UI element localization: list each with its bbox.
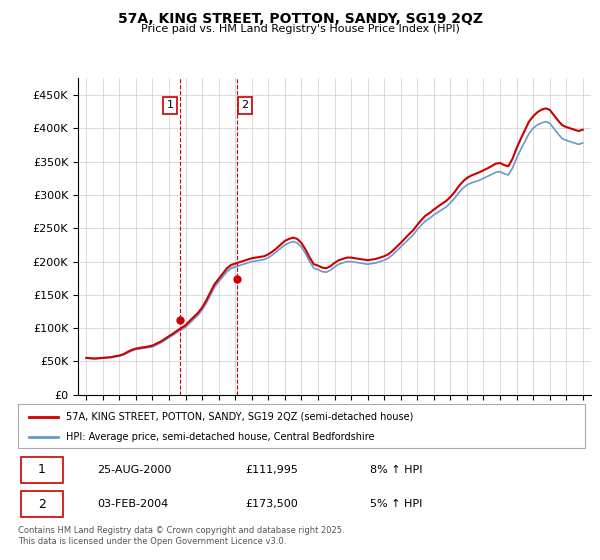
Text: Price paid vs. HM Land Registry's House Price Index (HPI): Price paid vs. HM Land Registry's House … <box>140 24 460 34</box>
FancyBboxPatch shape <box>18 404 585 448</box>
Text: £111,995: £111,995 <box>245 465 298 475</box>
Text: HPI: Average price, semi-detached house, Central Bedfordshire: HPI: Average price, semi-detached house,… <box>66 432 374 442</box>
Text: 25-AUG-2000: 25-AUG-2000 <box>97 465 172 475</box>
Text: 57A, KING STREET, POTTON, SANDY, SG19 2QZ: 57A, KING STREET, POTTON, SANDY, SG19 2Q… <box>118 12 482 26</box>
Text: 1: 1 <box>38 463 46 476</box>
Text: Contains HM Land Registry data © Crown copyright and database right 2025.
This d: Contains HM Land Registry data © Crown c… <box>18 526 344 546</box>
Text: 2: 2 <box>241 100 248 110</box>
FancyBboxPatch shape <box>21 457 64 483</box>
Text: 2: 2 <box>38 498 46 511</box>
FancyBboxPatch shape <box>21 491 64 517</box>
Text: £173,500: £173,500 <box>245 499 298 509</box>
Text: 03-FEB-2004: 03-FEB-2004 <box>97 499 169 509</box>
Text: 8% ↑ HPI: 8% ↑ HPI <box>370 465 422 475</box>
Text: 57A, KING STREET, POTTON, SANDY, SG19 2QZ (semi-detached house): 57A, KING STREET, POTTON, SANDY, SG19 2Q… <box>66 412 413 422</box>
Text: 5% ↑ HPI: 5% ↑ HPI <box>370 499 422 509</box>
Text: 1: 1 <box>166 100 173 110</box>
